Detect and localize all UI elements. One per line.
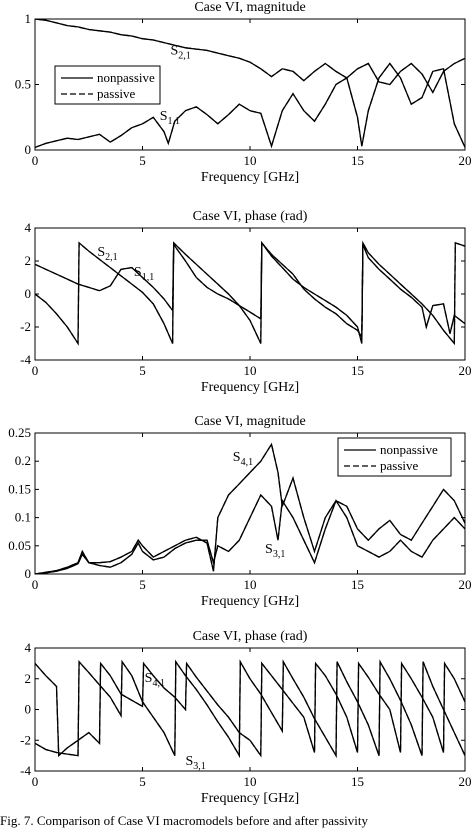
y-tick-label: -4 (20, 352, 31, 367)
annotation-symbol: S (134, 265, 142, 280)
x-tick-label: 10 (244, 153, 257, 168)
chart-title: Case VI, phase (rad) (193, 629, 308, 644)
series-annotation: S4,1 (145, 671, 165, 689)
x-axis-label: Frequency [GHz] (201, 170, 299, 185)
legend-label: nonpassive (380, 442, 438, 457)
y-tick-label: -2 (20, 319, 31, 334)
series-line (35, 62, 465, 149)
series-annotation: S1,1 (134, 265, 154, 283)
y-tick-label: 0 (25, 702, 32, 717)
x-axis-label: Frequency [GHz] (201, 380, 299, 395)
x-tick-label: 0 (32, 153, 39, 168)
x-tick-label: 15 (351, 363, 364, 378)
x-tick-label: 15 (351, 153, 364, 168)
series-annotation: S3,1 (186, 754, 206, 772)
annotation-subscript: 4,1 (152, 678, 165, 689)
y-tick-label: 0 (25, 566, 32, 581)
annotation-subscript: 1,1 (167, 116, 180, 127)
chart-title: Case VI, phase (rad) (193, 209, 308, 224)
figure-caption: Fig. 7. Comparison of Case VI macromodel… (0, 813, 369, 828)
y-tick-label: 0.5 (15, 77, 31, 92)
annotation-symbol: S (97, 245, 105, 260)
annotation-symbol: S (160, 109, 168, 124)
series-annotation: S4,1 (233, 450, 253, 468)
chart-title: Case VI, magnitude (194, 414, 305, 429)
x-tick-label: 20 (459, 153, 472, 168)
annotation-symbol: S (265, 542, 273, 557)
annotation-subscript: 4,1 (241, 457, 254, 468)
annotation-symbol: S (233, 450, 241, 465)
chart-panel: Case VI, phase (rad) 0 5 10 15 20 -4 -2 0 2 4 Frequ… (20, 629, 471, 806)
series-annotation: S2,1 (97, 245, 117, 263)
y-tick-label: 4 (25, 220, 32, 235)
series-line (35, 661, 465, 758)
y-tick-label: 0.15 (8, 481, 31, 496)
annotation-symbol: S (186, 754, 194, 769)
x-tick-label: 10 (244, 577, 257, 592)
annotation-subscript: 2,1 (105, 252, 118, 263)
chart-panel: Case VI, phase (rad) 0 5 10 15 20 -4 -2 0 2 4 Frequ… (20, 209, 471, 395)
y-tick-label: 2 (25, 671, 32, 686)
y-tick-label: 0 (25, 142, 32, 157)
legend-label: nonpassive (97, 70, 155, 85)
x-axis-label: Frequency [GHz] (201, 791, 299, 806)
annotation-subscript: 2,1 (178, 50, 191, 61)
annotation-symbol: S (145, 671, 153, 686)
y-tick-label: -4 (20, 763, 31, 778)
x-tick-label: 5 (139, 774, 146, 789)
x-tick-label: 15 (351, 577, 364, 592)
y-tick-label: 2 (25, 253, 32, 268)
series-line (35, 240, 465, 346)
x-tick-label: 15 (351, 774, 364, 789)
x-tick-label: 5 (139, 363, 146, 378)
series-line (35, 442, 465, 574)
series-line (35, 493, 465, 574)
y-tick-label: 0.2 (15, 453, 31, 468)
series-annotation: S2,1 (170, 43, 190, 61)
annotation-subscript: 3,1 (273, 549, 286, 560)
annotation-symbol: S (170, 43, 178, 58)
x-tick-label: 5 (139, 153, 146, 168)
annotation-subscript: 3,1 (193, 761, 206, 772)
x-tick-label: 10 (244, 774, 257, 789)
legend-label: passive (97, 86, 136, 101)
x-tick-label: 10 (244, 363, 257, 378)
chart-panel: Case VI, magnitude 0 5 10 15 20 0 0.05 0.1 0.15 0.… (8, 414, 471, 609)
y-tick-label: 0.05 (8, 538, 31, 553)
x-tick-label: 0 (32, 363, 39, 378)
series-line (35, 241, 465, 340)
x-tick-label: 5 (139, 577, 146, 592)
series-line (35, 19, 465, 94)
y-tick-label: -2 (20, 732, 31, 747)
y-tick-label: 1 (25, 11, 32, 26)
y-tick-label: 0.25 (8, 425, 31, 440)
x-tick-label: 20 (459, 774, 472, 789)
chart-panel: Case VI, magnitude 0 5 10 15 20 0 0.5 1 Frequency… (15, 0, 472, 185)
y-tick-label: 0 (25, 286, 32, 301)
x-tick-label: 20 (459, 577, 472, 592)
series-annotation: S3,1 (265, 542, 285, 560)
x-tick-label: 0 (32, 774, 39, 789)
series-line (35, 659, 465, 758)
annotation-subscript: 1,1 (142, 272, 155, 283)
legend-box (337, 437, 452, 477)
y-tick-label: 0.1 (15, 510, 31, 525)
legend-box (54, 65, 161, 105)
x-tick-label: 0 (32, 577, 39, 592)
series-annotation: S1,1 (160, 109, 180, 127)
chart-title: Case VI, magnitude (194, 0, 305, 15)
legend-label: passive (380, 458, 419, 473)
x-axis-label: Frequency [GHz] (201, 594, 299, 609)
x-tick-label: 20 (459, 363, 472, 378)
y-tick-label: 4 (25, 640, 32, 655)
